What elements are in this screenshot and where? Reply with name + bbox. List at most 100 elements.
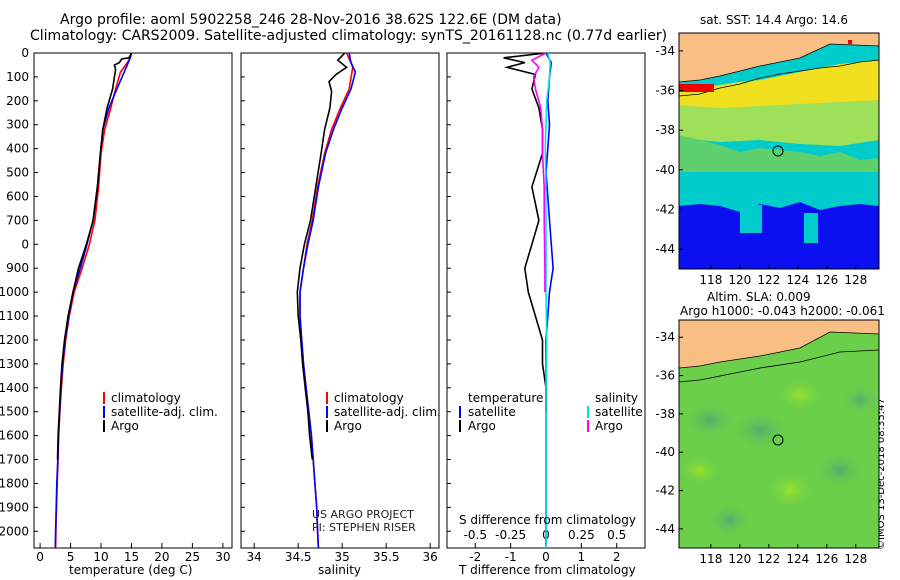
sla-eddy <box>682 400 738 440</box>
salinity-legend: climatology satellite-adj. clim. Argo <box>326 391 441 433</box>
map-lon-label: 120 <box>728 273 751 287</box>
depth-tick-label: 1600 <box>0 429 29 443</box>
sst-mid-band <box>679 100 879 146</box>
sla-eddy <box>730 408 790 452</box>
map-lat-label: -40 <box>655 445 675 459</box>
sla-eddy <box>776 377 824 413</box>
depth-tick-label: 1500 <box>0 405 29 419</box>
project-line-1: US ARGO PROJECT <box>312 508 414 521</box>
sst-cold-band <box>679 202 879 269</box>
s-tick-label: -0.25 <box>495 528 526 542</box>
x-tick-label: 35.5 <box>373 550 400 564</box>
depth-tick-label: 300 <box>6 118 29 132</box>
sla-eddy <box>814 450 866 490</box>
depth-tick-label: 1900 <box>0 500 29 514</box>
sla-map-title-2: Argo h1000: -0.043 h2000: -0.061 <box>680 304 885 318</box>
map-lat-label: -44 <box>655 242 675 256</box>
depth-tick-label: 1400 <box>0 381 29 395</box>
sla-float-marker <box>772 434 784 446</box>
series-line-t-satellite <box>545 53 554 548</box>
salinity-axis-label: salinity <box>318 563 361 577</box>
temperature-axis-label: temperature (deg C) <box>69 563 192 577</box>
difference-legend: temperature salinity satellite Argo sate… <box>459 391 643 433</box>
depth-tick-label: 500 <box>6 166 29 180</box>
map-lat-label: -42 <box>655 484 675 498</box>
sst-green-band <box>679 135 879 172</box>
legend-salinity-title: salinity <box>595 391 638 405</box>
map-lat-label: -38 <box>655 123 675 137</box>
series-line-argo <box>56 53 133 460</box>
x-tick-label: 0 <box>542 550 550 564</box>
depth-tick-label: 600 <box>6 189 29 203</box>
map-lat-label: -42 <box>655 203 675 217</box>
series-line-satellite-adj-clim- <box>299 53 357 548</box>
map-lon-label: 118 <box>699 552 722 566</box>
map-lon-label: 124 <box>786 552 809 566</box>
legend-climatology-label: climatology <box>334 391 404 405</box>
sla-eddy <box>840 384 880 416</box>
sst-map <box>678 32 880 270</box>
depth-tick-label: 2000 <box>0 524 29 538</box>
depth-tick-label: 0 <box>21 237 29 251</box>
legend-t-satellite-label: satellite <box>468 405 516 419</box>
map-lat-label: -34 <box>655 44 675 58</box>
x-tick-label: 10 <box>93 550 108 564</box>
sst-cold-intrusion <box>740 205 762 233</box>
map-lon-label: 122 <box>757 552 780 566</box>
legend-s-argo-label: Argo <box>595 419 623 433</box>
map-lon-label: 122 <box>757 273 780 287</box>
temperature-legend: climatology satellite-adj. clim. Argo <box>103 391 218 433</box>
map-lon-label: 126 <box>815 552 838 566</box>
x-tick-label: 1 <box>578 550 586 564</box>
map-lat-label: -40 <box>655 163 675 177</box>
s-tick-label: 0.5 <box>607 528 626 542</box>
map-lat-label: -36 <box>655 84 675 98</box>
legend-s-satellite-label: satellite <box>595 405 643 419</box>
sst-map-frame <box>678 32 880 270</box>
legend-satellite-label: satellite-adj. clim. <box>111 405 218 419</box>
sst-coastline <box>678 43 880 83</box>
map-lon-label: 128 <box>844 552 867 566</box>
project-line-2: PI: STEPHEN RISER <box>312 521 416 534</box>
series-line-s-satellite <box>544 53 552 548</box>
depth-tick-label: 1100 <box>0 309 29 323</box>
sst-map-title: sat. SST: 14.4 Argo: 14.6 <box>700 13 849 27</box>
legend-satellite-label: satellite-adj. clim. <box>334 405 441 419</box>
sla-map-frame <box>678 319 880 549</box>
depth-tick-label: 1700 <box>0 453 29 467</box>
depth-tick-label: 200 <box>6 94 29 108</box>
sla-coastline <box>678 331 880 369</box>
x-tick-label: 20 <box>154 550 169 564</box>
x-tick-label: 34.5 <box>285 550 312 564</box>
legend-climatology-label: climatology <box>111 391 181 405</box>
legend-temperature-title: temperature <box>468 391 543 405</box>
sla-contour <box>678 349 880 383</box>
x-tick-label: 25 <box>185 550 200 564</box>
sst-cold-intrusion <box>804 213 818 243</box>
series-line-t-argo <box>503 53 547 412</box>
sla-map <box>678 319 880 549</box>
x-tick-label: 0 <box>36 550 44 564</box>
legend-t-argo-label: Argo <box>468 419 496 433</box>
sla-land <box>679 320 879 368</box>
depth-tick-label: 400 <box>6 142 29 156</box>
depth-tick-label: 700 <box>6 213 29 227</box>
map-lat-label: -44 <box>655 522 675 536</box>
sla-map-title-1: Altim. SLA: 0.009 <box>707 290 811 304</box>
x-tick-label: 2 <box>613 550 621 564</box>
x-tick-label: 30 <box>215 550 230 564</box>
sst-land <box>679 33 879 82</box>
map-lat-label: -34 <box>655 330 675 344</box>
series-line-climatology <box>299 53 354 548</box>
legend-argo-label: Argo <box>334 419 362 433</box>
salinity-panel-frame <box>240 52 440 549</box>
sst-hot-patch <box>679 84 714 92</box>
map-lon-label: 126 <box>815 273 838 287</box>
temperature-panel-frame <box>33 52 233 549</box>
series-line-climatology <box>54 53 133 548</box>
depth-tick-label: 100 <box>6 70 29 84</box>
series-line-s-argo <box>530 53 547 293</box>
x-tick-label: -1 <box>505 550 517 564</box>
x-tick-label: 35 <box>335 550 350 564</box>
title-line-1: Argo profile: aoml 5902258_246 28-Nov-20… <box>60 12 562 28</box>
